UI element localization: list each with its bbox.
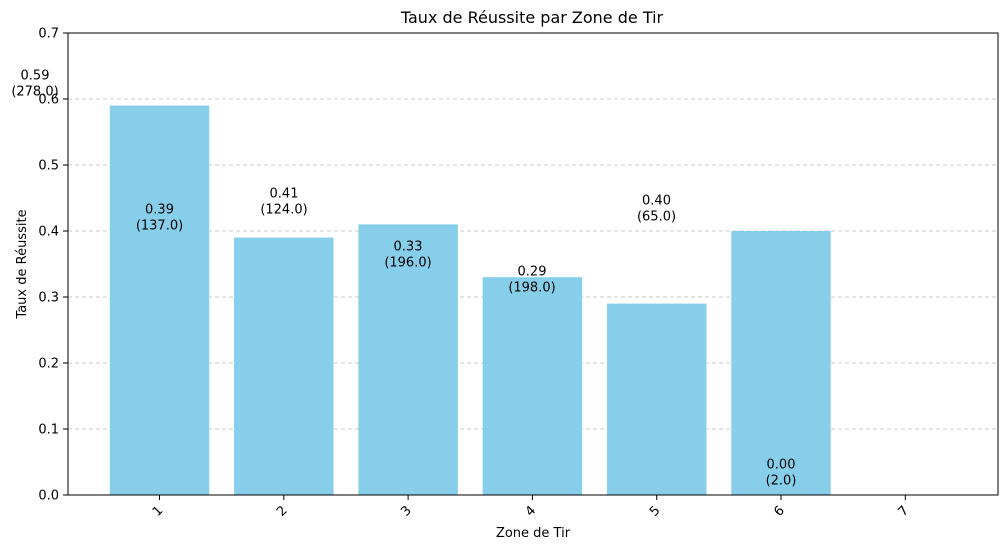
data-label-count: (137.0) [136,219,183,234]
bar [358,224,458,495]
data-label-value: 0.39 [145,203,174,218]
data-label-count: (124.0) [260,203,307,218]
bar [606,303,707,495]
x-tick-label: 3 [398,503,414,519]
data-label-count: (198.0) [508,281,555,296]
bar [731,231,831,495]
bars [109,105,831,495]
x-axis: 1 2 3 4 5 6 7 [150,495,912,520]
data-labels: 0.59(278.0)0.39(137.0)0.41(124.0)0.33(19… [11,69,796,489]
data-label-count: (65.0) [637,210,676,225]
data-label-value: 0.59 [21,69,50,84]
data-label-count: (278.0) [11,85,58,100]
x-tick-label: 4 [523,503,539,519]
y-tick-label: 0.7 [38,27,59,42]
x-tick-label: 1 [150,503,166,519]
plot-area-frame [67,32,999,496]
y-tick-label: 0.1 [38,423,59,438]
y-tick-label: 0.5 [38,159,59,174]
data-label-value: 0.40 [642,194,671,209]
y-axis-label: Taux de Réussite [15,209,30,319]
y-tick-label: 0.4 [38,225,59,240]
data-label-value: 0.41 [270,187,299,202]
y-tick-label: 0.2 [38,357,59,372]
bar [482,277,583,495]
x-axis-label: Zone de Tir [496,526,571,541]
y-tick-label: 0.3 [38,291,59,306]
x-tick-label: 6 [771,503,787,519]
bar [109,105,210,495]
data-label-value: 0.29 [518,265,547,280]
data-label-count: (196.0) [384,256,431,271]
y-tick-label: 0.0 [38,489,59,504]
data-label-count: (2.0) [766,474,797,489]
data-label-value: 0.00 [767,458,796,473]
x-tick-label: 2 [274,503,290,519]
x-tick-label: 7 [896,503,912,519]
data-label-value: 0.33 [394,240,423,255]
chart-title: Taux de Réussite par Zone de Tir [400,8,664,27]
x-tick-label: 5 [647,503,663,519]
y-axis: 0.0 0.1 0.2 0.3 0.4 0.5 0.6 0.7 [38,27,68,504]
y-tick-label: 0.6 [38,93,59,108]
bar [234,237,334,495]
